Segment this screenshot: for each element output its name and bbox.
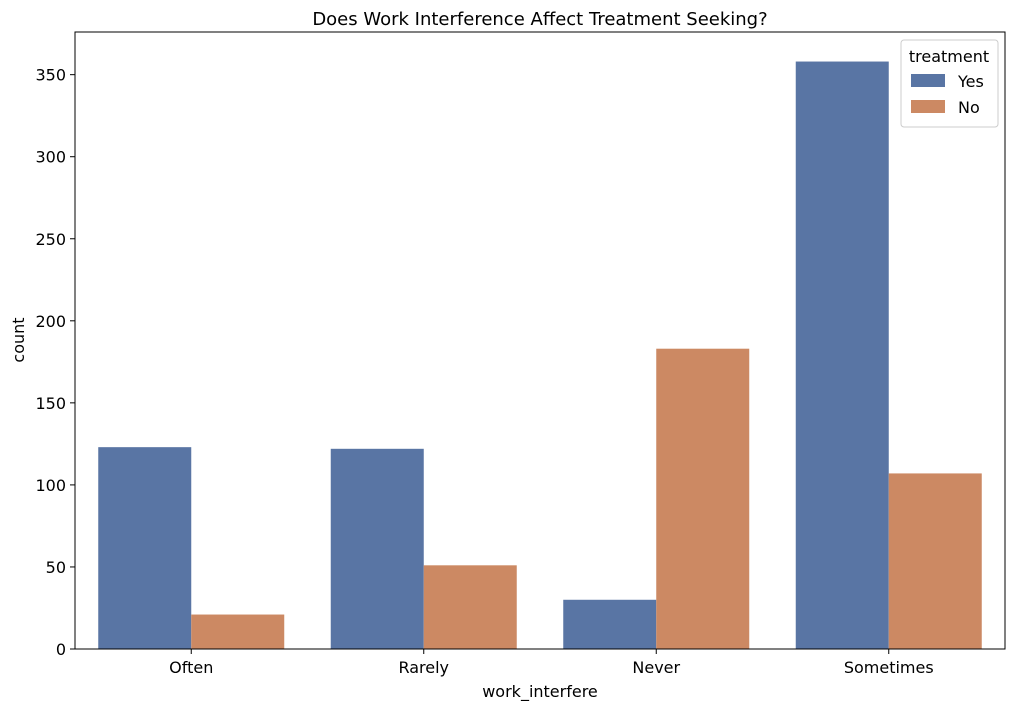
x-tick-label: Often [169, 658, 213, 677]
y-axis-label: count [9, 317, 28, 362]
bar-never-yes [563, 599, 657, 649]
x-axis: Often Rarely Never Sometimes [169, 649, 934, 677]
plot-frame [74, 31, 1006, 650]
chart-title: Does Work Interference Affect Treatment … [312, 9, 767, 30]
y-tick-label: 300 [35, 148, 66, 167]
bar-often-no [191, 614, 285, 649]
y-tick-label: 250 [35, 230, 66, 249]
x-tick-label: Sometimes [844, 658, 934, 677]
legend[interactable]: treatment Yes No [900, 39, 999, 128]
bar-never-no [656, 348, 750, 649]
bar-sometimes-yes [795, 61, 889, 650]
y-tick-label: 150 [35, 394, 66, 413]
x-axis-label: work_interfere [482, 682, 598, 702]
bar-rarely-no [423, 565, 517, 649]
bars [98, 61, 982, 650]
y-tick-label: 0 [56, 640, 66, 659]
legend-swatch-no [911, 100, 945, 113]
bar-sometimes-no [888, 473, 982, 649]
legend-swatch-yes [911, 74, 945, 87]
bar-rarely-yes [330, 448, 424, 649]
y-tick-label: 200 [35, 312, 66, 331]
legend-label-no: No [958, 98, 980, 117]
legend-label-yes: Yes [957, 72, 984, 91]
y-tick-label: 50 [46, 558, 66, 577]
legend-title: treatment [909, 47, 989, 66]
y-axis: 0 50 100 150 200 250 300 350 [35, 66, 75, 659]
y-tick-label: 100 [35, 476, 66, 495]
bar-often-yes [98, 447, 192, 649]
x-tick-label: Rarely [398, 658, 449, 677]
y-tick-label: 350 [35, 66, 66, 85]
x-tick-label: Never [632, 658, 680, 677]
legend-items: Yes No [911, 72, 984, 117]
